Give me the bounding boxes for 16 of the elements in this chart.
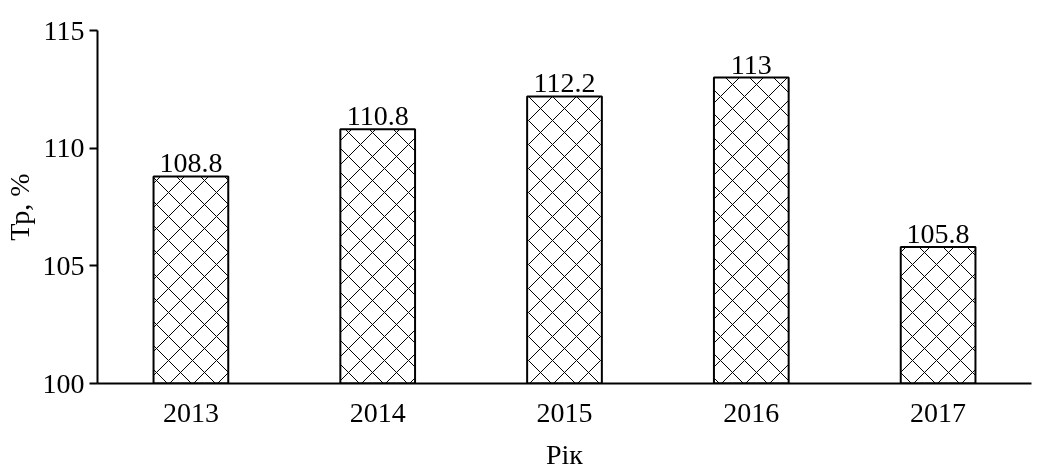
y-tick-label: 100	[42, 367, 85, 399]
x-axis-title: Рік	[546, 438, 584, 470]
data-label: 105.8	[906, 218, 970, 250]
data-label: 110.8	[346, 100, 409, 132]
data-label: 108.8	[159, 147, 223, 179]
x-tick-label: 2016	[723, 396, 780, 428]
x-tick-label: 2017	[910, 396, 967, 428]
data-label: 113	[730, 48, 772, 80]
y-axis-title: Тр, %	[3, 173, 35, 241]
y-tick-label: 115	[43, 14, 85, 46]
y-tick-label: 105	[42, 249, 85, 281]
data-label: 112.2	[533, 67, 596, 99]
x-tick-label: 2015	[536, 396, 593, 428]
x-tick-label: 2013	[162, 396, 219, 428]
x-tick-label: 2014	[349, 396, 406, 428]
y-tick-label: 110	[43, 132, 85, 164]
